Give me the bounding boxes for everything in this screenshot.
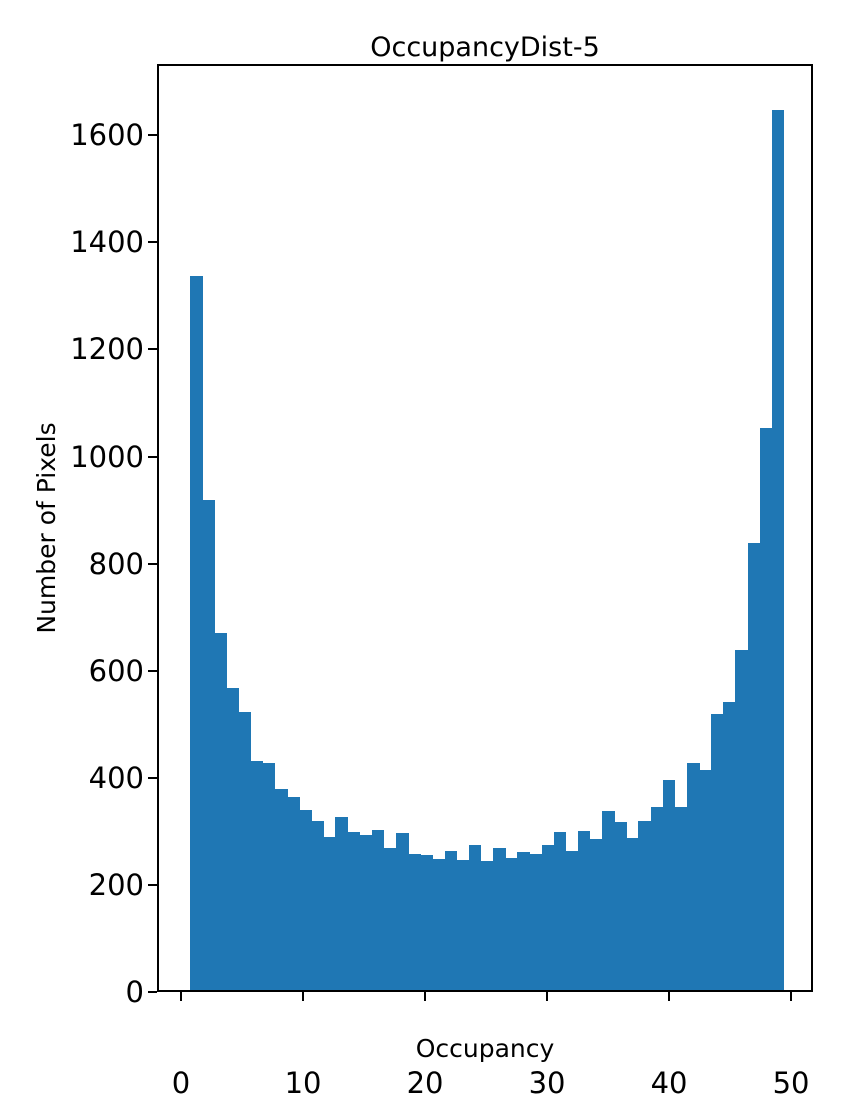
histogram-bar <box>662 780 676 992</box>
histogram-bar <box>614 821 627 992</box>
chart-title: OccupancyDist-5 <box>370 32 600 63</box>
histogram-bar <box>626 837 639 992</box>
histogram-bar <box>468 845 482 992</box>
y-tick-mark <box>148 348 157 351</box>
histogram-bar <box>480 860 494 992</box>
x-tick-mark <box>546 992 549 1001</box>
y-tick-label: 200 <box>88 867 144 902</box>
y-tick-mark <box>148 241 157 244</box>
histogram-bar <box>602 811 615 992</box>
histogram-bar <box>456 859 470 992</box>
x-tick-mark <box>790 992 793 1001</box>
histogram-bar <box>299 809 312 992</box>
histogram-bar <box>674 807 688 992</box>
x-tick-label: 40 <box>650 1066 688 1100</box>
histogram-bar <box>432 858 446 992</box>
y-tick-label: 1600 <box>70 118 144 153</box>
x-axis-label: Occupancy <box>415 1034 555 1063</box>
y-axis-label: Number of Pixels <box>32 422 61 634</box>
y-tick-mark <box>148 991 157 993</box>
histogram-bar <box>202 500 215 992</box>
histogram-bar <box>274 789 288 992</box>
y-tick-mark <box>148 455 157 458</box>
x-tick-label: 0 <box>171 1066 191 1100</box>
histogram-bar <box>359 835 373 992</box>
plot-area: 0 10 20 30 40 50 0 200 400 600 800 1000 1200 1400 1600 <box>70 64 813 1100</box>
histogram-bar <box>444 851 458 992</box>
y-tick-label: 1400 <box>70 225 144 260</box>
x-tick-mark <box>668 992 671 1001</box>
histogram-bar <box>771 109 785 992</box>
histogram-bar <box>577 831 591 992</box>
y-tick-label: 800 <box>88 546 144 581</box>
histogram-bar <box>553 832 567 992</box>
y-tick-label: 0 <box>125 975 144 1009</box>
histogram-bar <box>650 807 664 992</box>
histogram-bar <box>226 688 240 992</box>
histogram-bar <box>371 830 385 992</box>
histogram-bar <box>262 762 276 992</box>
x-tick-label: 10 <box>284 1066 322 1100</box>
y-tick-mark <box>148 883 157 886</box>
histogram-bar <box>505 857 518 992</box>
histogram-bar <box>686 763 700 992</box>
x-tick-label: 20 <box>406 1066 444 1100</box>
histogram-bar <box>190 275 203 992</box>
histogram-bar <box>541 845 555 992</box>
histogram-bar <box>347 832 361 992</box>
histogram-bar <box>323 836 336 992</box>
histogram-bar <box>250 760 264 992</box>
histogram-bar <box>517 851 530 992</box>
y-tick-label: 600 <box>88 653 144 688</box>
x-tick-mark <box>180 992 183 1001</box>
histogram-bar <box>747 543 761 992</box>
y-tick-label: 1000 <box>70 439 144 474</box>
y-tick-label: 1200 <box>70 332 144 367</box>
histogram-bar <box>311 820 324 992</box>
histogram-bar <box>396 832 409 992</box>
histogram-bar <box>408 853 421 992</box>
histogram-bar <box>759 428 773 992</box>
y-tick-mark <box>148 669 157 672</box>
histogram-bar <box>529 853 543 992</box>
histogram-bar <box>699 769 712 992</box>
histogram-bar <box>565 851 579 992</box>
histogram-bar <box>493 848 506 992</box>
y-tick-label: 400 <box>88 760 144 795</box>
x-tick-mark <box>424 992 427 1001</box>
histogram-bar <box>238 711 252 992</box>
histogram-bar <box>214 633 227 992</box>
histogram-bar <box>383 848 397 992</box>
y-tick-mark <box>148 134 157 137</box>
y-tick-mark <box>148 776 157 779</box>
bars-container <box>157 64 813 992</box>
x-tick-label: 30 <box>528 1066 566 1100</box>
histogram-bar <box>287 796 300 992</box>
histogram-bar <box>711 714 724 992</box>
histogram-bar <box>735 649 749 992</box>
x-tick-label: 50 <box>772 1066 810 1100</box>
y-tick-mark <box>148 562 157 565</box>
histogram-bar <box>590 839 603 992</box>
histogram-bar <box>420 855 433 992</box>
histogram-bar <box>335 817 349 992</box>
histogram-bar <box>723 701 736 992</box>
histogram-bar <box>638 820 652 992</box>
x-tick-mark <box>302 992 305 1001</box>
